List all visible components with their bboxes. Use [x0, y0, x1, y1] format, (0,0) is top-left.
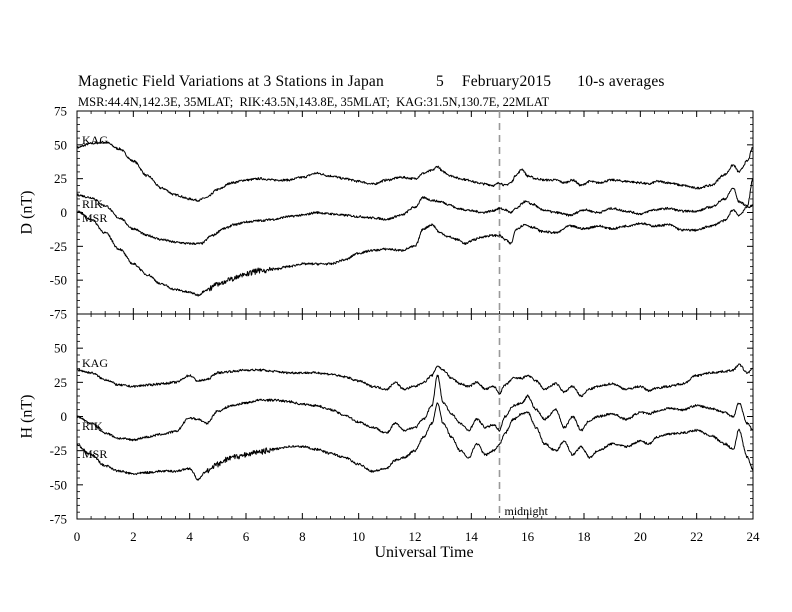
y-tick-label: 50	[54, 137, 67, 152]
y-tick-label: 0	[61, 409, 68, 424]
x-tick-label: 22	[690, 529, 703, 544]
y-axis-label: H (nT)	[19, 395, 36, 439]
y-tick-label: -50	[50, 477, 67, 492]
x-tick-label: 16	[521, 529, 535, 544]
date-month-year: February2015	[461, 73, 552, 90]
y-tick-label: -25	[50, 239, 67, 254]
series-label-kag: KAG	[82, 133, 108, 147]
y-tick-label: 75	[54, 104, 67, 119]
y-tick-label: -50	[50, 273, 67, 288]
x-tick-label: 0	[74, 529, 81, 544]
series-line-kag	[76, 140, 754, 202]
title-text: Magnetic Field Variations at 3 Stations …	[78, 73, 384, 90]
x-tick-label: 10	[352, 529, 365, 544]
averaging-note: 10-s averages	[577, 73, 665, 90]
y-tick-label: 0	[61, 205, 68, 220]
series-line-msr	[76, 402, 754, 481]
y-tick-label: -25	[50, 443, 67, 458]
station-info: MSR:44.4N,142.3E, 35MLAT; RIK:43.5N,143.…	[78, 95, 550, 109]
series-line-msr	[76, 204, 754, 297]
y-tick-label: 50	[54, 341, 67, 356]
series-line-rik	[76, 374, 754, 442]
series-label-rik: RIK	[82, 197, 103, 211]
series-label-msr: MSR	[82, 447, 107, 461]
x-tick-label: 18	[578, 529, 591, 544]
x-tick-label: 6	[243, 529, 250, 544]
x-tick-label: 20	[634, 529, 647, 544]
series-label-kag: KAG	[82, 356, 108, 370]
midnight-annotation: midnight	[505, 504, 549, 518]
y-axis-label: D (nT)	[19, 191, 36, 235]
x-tick-label: 2	[130, 529, 137, 544]
y-tick-label: -75	[50, 307, 67, 322]
series-line-kag	[76, 363, 754, 398]
series-label-rik: RIK	[82, 419, 103, 433]
series-label-msr: MSR	[82, 211, 107, 225]
date-day: 5	[435, 73, 444, 90]
x-tick-label: 24	[747, 529, 761, 544]
y-tick-label: 25	[54, 375, 67, 390]
x-tick-label: 14	[465, 529, 479, 544]
x-tick-label: 12	[409, 529, 422, 544]
series-line-rik	[76, 178, 754, 245]
x-axis-label: Universal Time	[374, 544, 473, 561]
panel-frame-d	[76, 110, 754, 315]
y-tick-label: 25	[54, 171, 67, 186]
x-tick-label: 4	[186, 529, 193, 544]
panel-frames	[76, 110, 754, 520]
chart-title: Magnetic Field Variations at 3 Stations …	[78, 73, 665, 91]
y-tick-label: -75	[50, 512, 67, 527]
panel-frame-h	[76, 313, 754, 520]
x-tick-label: 8	[299, 529, 306, 544]
series-lines	[76, 140, 754, 481]
